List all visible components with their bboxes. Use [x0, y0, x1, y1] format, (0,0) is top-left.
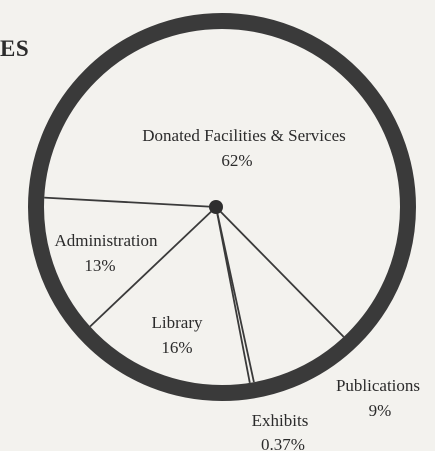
slice-value-library: 16%: [161, 338, 192, 357]
pie-center-dot: [209, 200, 223, 214]
slice-value-publications: 9%: [369, 401, 392, 420]
slice-divider-line: [216, 207, 254, 382]
slice-label-exhibits: Exhibits: [252, 411, 309, 430]
slice-label-library: Library: [152, 313, 203, 332]
slice-divider-line: [44, 198, 216, 207]
slice-value-exhibits: 0.37%: [261, 435, 305, 451]
slice-dividers: [44, 198, 344, 383]
slice-label-administration: Administration: [55, 231, 158, 250]
slice-value-administration: 13%: [84, 256, 115, 275]
slice-label-publications: Publications: [336, 376, 420, 395]
slice-value-donated-facilities: 62%: [221, 151, 252, 170]
slice-divider-line: [216, 207, 344, 337]
slice-label-donated-facilities: Donated Facilities & Services: [142, 126, 345, 145]
